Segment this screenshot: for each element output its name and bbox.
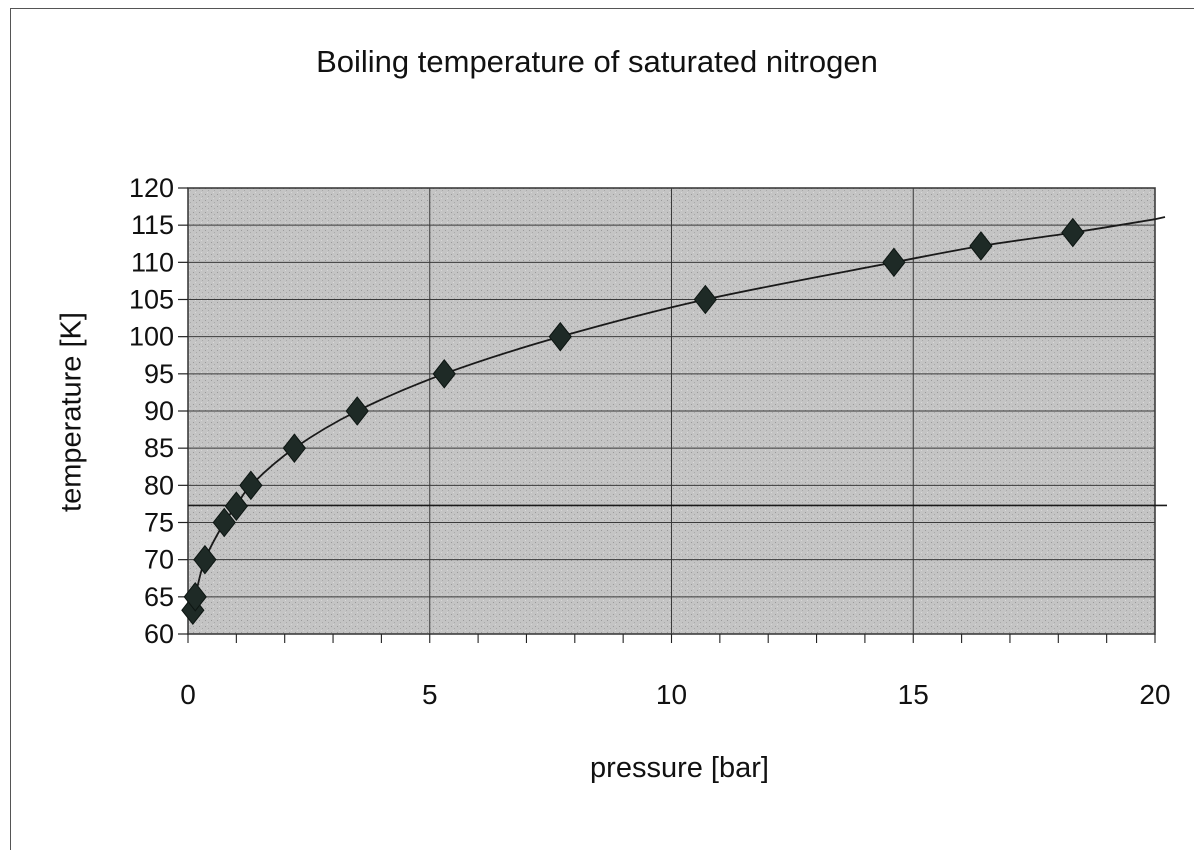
y-tick-label: 75 xyxy=(144,508,174,538)
data-point-diamond xyxy=(1061,217,1085,248)
y-tick-label: 90 xyxy=(144,396,174,426)
data-point-diamond xyxy=(193,544,217,575)
data-point-diamond xyxy=(882,247,906,278)
y-tick-label: 120 xyxy=(129,173,174,203)
data-point-diamond xyxy=(693,284,717,315)
y-tick-label: 60 xyxy=(144,619,174,649)
y-tick-label: 65 xyxy=(144,582,174,612)
x-tick-label: 5 xyxy=(422,679,438,710)
y-tick-label: 115 xyxy=(131,210,174,240)
x-tick-label: 0 xyxy=(180,679,196,710)
y-tick-label: 110 xyxy=(131,247,174,277)
y-tick-label: 100 xyxy=(129,322,174,352)
y-axis-ticks: 120 115 110 105 100 95 90 85 80 75 70 65 60 xyxy=(129,173,188,649)
chart-frame xyxy=(10,8,1194,850)
x-axis-label: pressure [bar] xyxy=(590,752,769,784)
data-point-diamond xyxy=(212,507,236,538)
data-point-diamond xyxy=(969,231,993,261)
x-tick-label: 10 xyxy=(656,679,687,710)
x-axis-ticks: 0 5 10 15 20 xyxy=(180,634,1171,710)
data-point-diamond xyxy=(432,359,456,389)
x-tick-label: 15 xyxy=(898,679,929,710)
data-point-diamond xyxy=(282,433,307,463)
data-point-diamond xyxy=(345,396,369,426)
data-point-diamond xyxy=(183,582,207,612)
data-point-diamond xyxy=(548,321,572,352)
y-tick-label: 85 xyxy=(144,433,174,463)
y-tick-label: 80 xyxy=(144,470,174,500)
x-tick-label: 20 xyxy=(1139,679,1170,710)
chart-title: Boiling temperature of saturated nitroge… xyxy=(316,44,878,79)
data-points xyxy=(181,217,1085,626)
data-point-diamond xyxy=(224,491,248,521)
y-tick-label: 95 xyxy=(144,359,174,389)
y-tick-label: 105 xyxy=(129,285,174,315)
data-point-diamond xyxy=(239,470,263,501)
y-tick-label: 70 xyxy=(144,545,174,575)
